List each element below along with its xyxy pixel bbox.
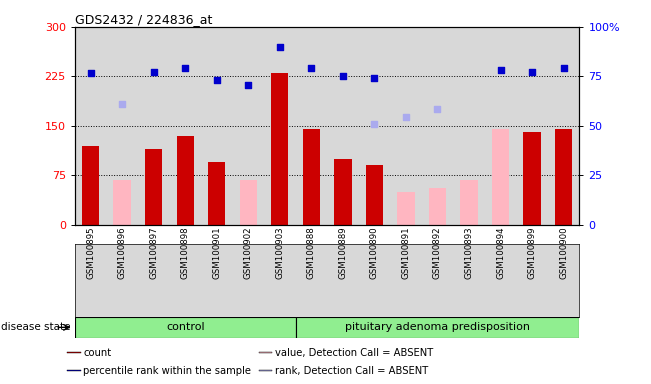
Text: GSM100894: GSM100894 [496, 227, 505, 279]
Point [527, 69, 537, 75]
Text: percentile rank within the sample: percentile rank within the sample [83, 366, 251, 376]
Bar [82, 146, 100, 225]
Text: disease state: disease state [1, 322, 71, 333]
Bar [113, 180, 131, 225]
Point [180, 65, 191, 71]
Bar [75, 317, 296, 338]
Text: GSM100898: GSM100898 [181, 227, 189, 279]
Point [212, 76, 222, 83]
Bar [271, 73, 288, 225]
Bar [334, 159, 352, 225]
Bar [258, 370, 273, 371]
Text: rank, Detection Call = ABSENT: rank, Detection Call = ABSENT [275, 366, 428, 376]
Text: GSM100895: GSM100895 [86, 227, 95, 279]
Point [401, 114, 411, 120]
Bar [429, 189, 446, 225]
Text: GSM100888: GSM100888 [307, 227, 316, 279]
Text: GDS2432 / 224836_at: GDS2432 / 224836_at [75, 13, 212, 26]
Point [369, 121, 380, 127]
Point [369, 75, 380, 81]
Point [85, 70, 96, 76]
Point [338, 73, 348, 79]
Bar [296, 317, 579, 338]
Text: GSM100891: GSM100891 [402, 227, 411, 279]
Point [559, 65, 569, 71]
Point [148, 69, 159, 75]
Text: GSM100897: GSM100897 [149, 227, 158, 279]
Bar [67, 352, 81, 353]
Point [117, 101, 128, 107]
Bar [366, 166, 383, 225]
Bar [67, 370, 81, 371]
Text: control: control [166, 322, 204, 333]
Text: GSM100901: GSM100901 [212, 227, 221, 279]
Text: GSM100896: GSM100896 [118, 227, 127, 279]
Point [243, 82, 253, 88]
Bar [176, 136, 194, 225]
Bar [240, 180, 257, 225]
Bar [460, 180, 478, 225]
Text: GSM100890: GSM100890 [370, 227, 379, 279]
Bar [397, 192, 415, 225]
Text: GSM100899: GSM100899 [527, 227, 536, 279]
Text: count: count [83, 348, 111, 358]
Bar [208, 162, 225, 225]
Point [495, 67, 506, 73]
Point [306, 65, 316, 71]
Text: GSM100892: GSM100892 [433, 227, 442, 279]
Bar [492, 129, 509, 225]
Text: GSM100902: GSM100902 [243, 227, 253, 279]
Text: GSM100889: GSM100889 [339, 227, 348, 279]
Bar [303, 129, 320, 225]
Bar [258, 352, 273, 353]
Text: value, Detection Call = ABSENT: value, Detection Call = ABSENT [275, 348, 433, 358]
Text: GSM100893: GSM100893 [465, 227, 473, 279]
Text: GSM100900: GSM100900 [559, 227, 568, 279]
Text: pituitary adenoma predisposition: pituitary adenoma predisposition [345, 322, 530, 333]
Point [432, 106, 443, 113]
Text: GSM100903: GSM100903 [275, 227, 284, 279]
Bar [555, 129, 572, 225]
Point [275, 44, 285, 50]
Bar [145, 149, 162, 225]
Bar [523, 132, 541, 225]
